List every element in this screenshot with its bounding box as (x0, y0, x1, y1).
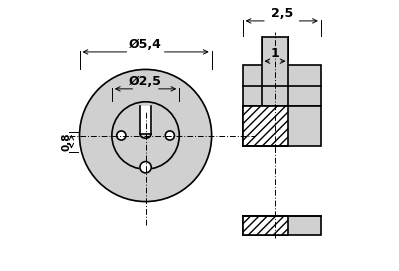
Bar (243, 216, 288, 235)
Text: Ø5,4: Ø5,4 (129, 38, 162, 51)
Circle shape (165, 131, 174, 140)
Bar (261, 37, 288, 106)
Text: 2,5: 2,5 (271, 7, 293, 20)
Bar (243, 216, 288, 235)
Circle shape (79, 69, 211, 202)
Circle shape (112, 102, 179, 169)
Bar (243, 106, 288, 146)
Text: 1: 1 (271, 47, 279, 60)
Bar (243, 106, 288, 146)
Bar (243, 216, 321, 235)
Bar (243, 65, 321, 106)
Text: Ø2,5: Ø2,5 (129, 75, 162, 88)
Bar (140, 106, 151, 134)
Bar (243, 106, 321, 146)
Circle shape (117, 131, 126, 140)
Text: 0,8: 0,8 (61, 133, 71, 151)
Circle shape (140, 162, 151, 173)
